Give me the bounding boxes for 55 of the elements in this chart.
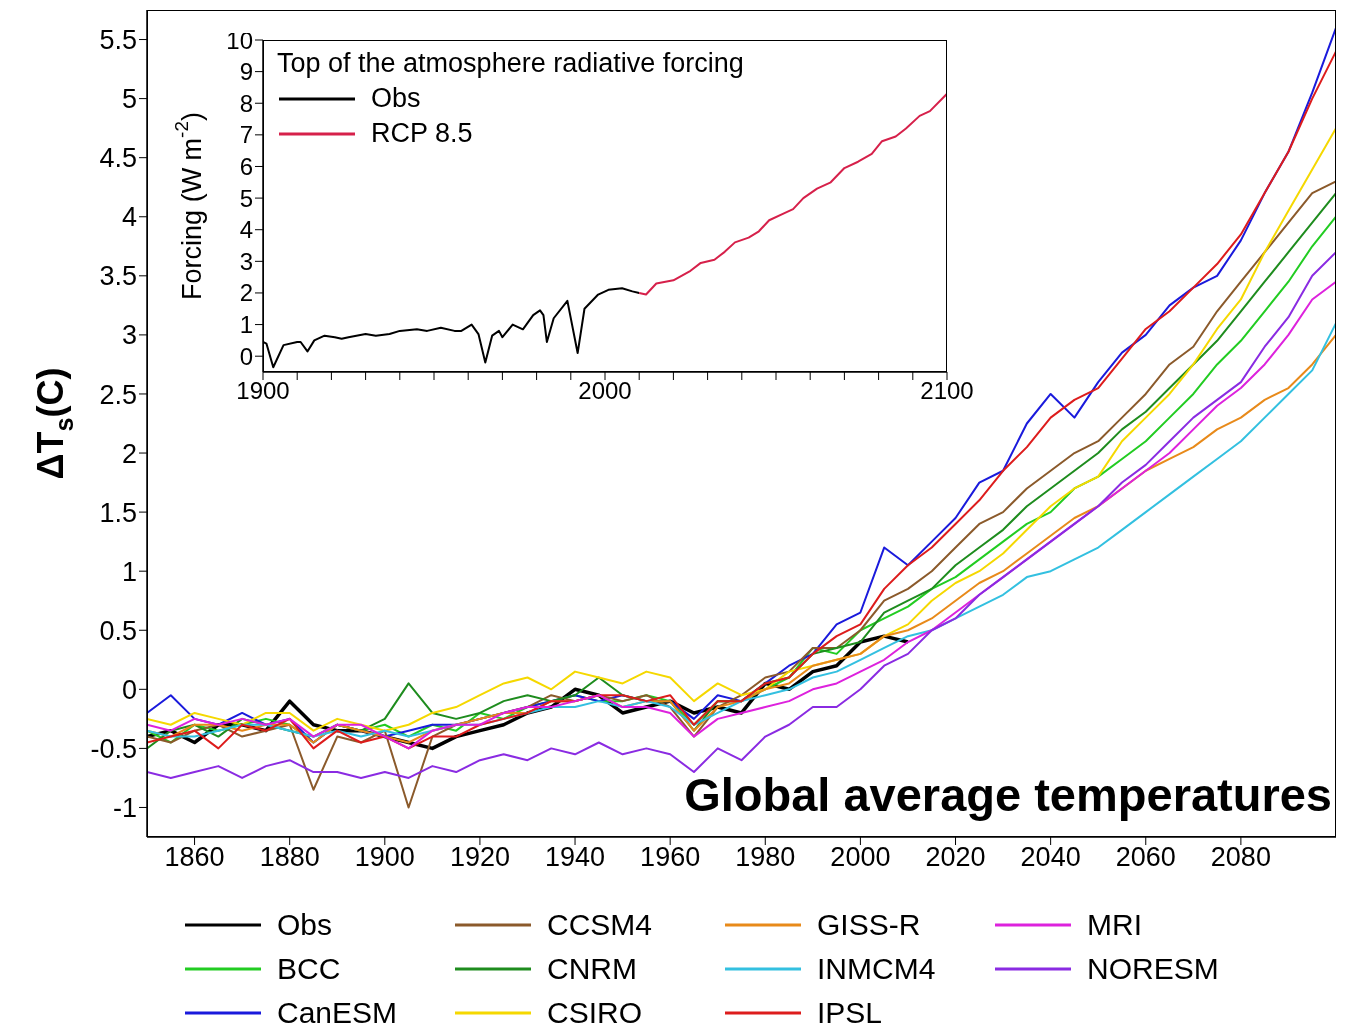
y-tick-label: 3 xyxy=(239,247,253,275)
y-tick-label: 4 xyxy=(239,216,253,244)
y-tick-label: 5 xyxy=(121,84,137,115)
y-tick-label: 1 xyxy=(121,556,137,587)
y-tick-label: 5.5 xyxy=(99,25,137,56)
y-tick-label: 3 xyxy=(121,320,137,351)
x-tick-label: 2020 xyxy=(925,842,986,873)
x-tick-label: 2080 xyxy=(1210,842,1271,873)
x-tick-label: 1900 xyxy=(354,842,415,873)
legend-label: BCC xyxy=(277,952,341,986)
y-tick-label: 2.5 xyxy=(99,379,137,410)
legend-label: Obs xyxy=(277,908,333,942)
x-tick-label: 2100 xyxy=(920,377,974,405)
y-tick-label: 3.5 xyxy=(99,261,137,292)
annotation: Global average temperatures xyxy=(684,768,1332,821)
legend-label: NORESM xyxy=(1087,952,1219,986)
y-tick-label: 7 xyxy=(239,121,253,149)
chart-title: Top of the atmosphere radiative forcing xyxy=(277,48,744,78)
x-tick-label: 2040 xyxy=(1020,842,1081,873)
x-tick-label: 2000 xyxy=(578,377,632,405)
y-tick-label: 4 xyxy=(121,202,137,233)
y-tick-label: 2 xyxy=(121,438,137,469)
y-tick-label: 2 xyxy=(239,279,253,307)
x-tick-label: 1900 xyxy=(236,377,290,405)
x-tick-label: 2000 xyxy=(830,842,891,873)
legend-label: CNRM xyxy=(547,952,637,986)
line-series xyxy=(638,92,947,296)
x-tick-label: 1860 xyxy=(164,842,225,873)
legend-label: INMCM4 xyxy=(817,952,936,986)
legend-label: Obs xyxy=(371,82,421,115)
y-tick-label: -1 xyxy=(112,793,137,824)
y-tick-label: 0 xyxy=(121,674,137,705)
y-tick-label: 6 xyxy=(239,153,253,180)
legend-label: CCSM4 xyxy=(547,908,653,942)
y-tick-label: 9 xyxy=(239,58,253,86)
legend-label: GISS-R xyxy=(817,908,921,942)
y-tick-label: 8 xyxy=(239,89,253,117)
legend-label: CSIRO xyxy=(547,996,643,1030)
y-tick-label: 0.5 xyxy=(99,615,137,646)
x-tick-label: 1940 xyxy=(545,842,606,873)
legend-label: MRI xyxy=(1087,908,1142,942)
x-tick-label: 1920 xyxy=(449,842,510,873)
y-tick-label: 4.5 xyxy=(99,143,137,174)
x-tick-label: 1960 xyxy=(640,842,701,873)
y-tick-label: 1 xyxy=(239,311,253,339)
y-tick-label: 1.5 xyxy=(99,497,137,528)
legend-label: RCP 8.5 xyxy=(371,117,473,150)
legend-label: IPSL xyxy=(817,996,883,1030)
x-tick-label: 2060 xyxy=(1115,842,1176,873)
y-tick-label: -0.5 xyxy=(90,733,137,764)
y-tick-label: 5 xyxy=(239,184,253,212)
x-tick-label: 1980 xyxy=(735,842,796,873)
y-tick-label: 0 xyxy=(239,342,253,370)
x-tick-label: 1880 xyxy=(259,842,320,873)
legend-label: CanESM xyxy=(277,996,398,1030)
